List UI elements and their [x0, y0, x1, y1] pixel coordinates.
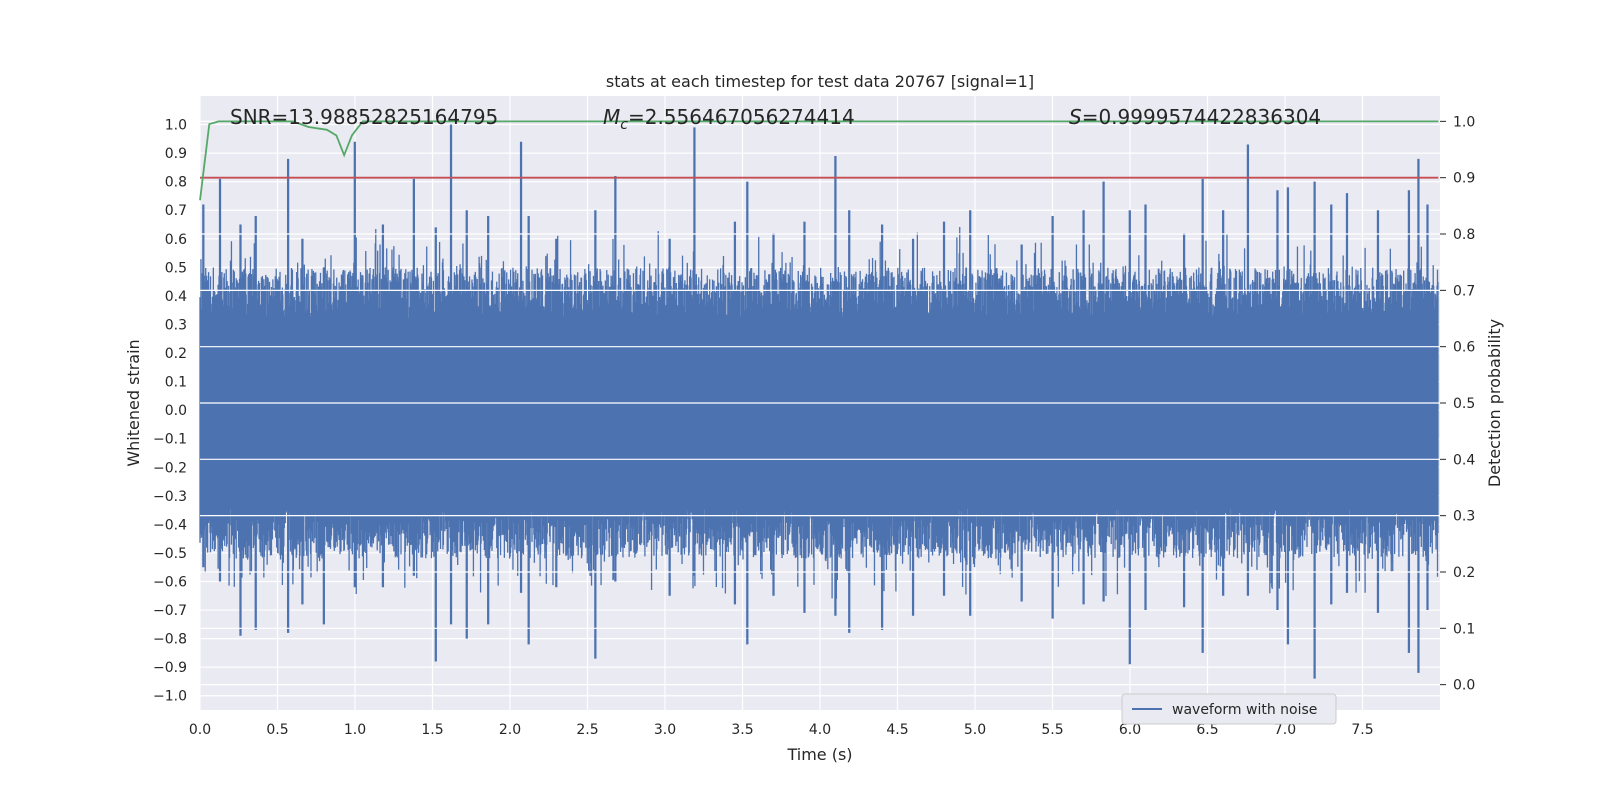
x-tick-label: 5.5 — [1041, 722, 1063, 738]
y-tick-label: 0.7 — [165, 203, 187, 219]
y-tick-label: −0.4 — [153, 517, 187, 533]
y-tick-label: −0.9 — [153, 660, 187, 676]
y-tick-label: −0.5 — [153, 546, 187, 562]
x-tick-label: 1.5 — [421, 722, 443, 738]
y-tick-label: 0.5 — [165, 260, 187, 276]
y2-tick-label: 0.3 — [1453, 509, 1475, 525]
legend-label: waveform with noise — [1172, 702, 1317, 718]
y2-tick-label: 0.8 — [1453, 227, 1475, 243]
x-tick-label: 1.0 — [344, 722, 366, 738]
x-tick-label: 7.0 — [1274, 722, 1296, 738]
y-tick-label: −0.2 — [153, 460, 187, 476]
y-tick-label: 0.4 — [165, 289, 187, 305]
y2-axis-label: Detection probability — [1485, 319, 1504, 487]
y2-tick-label: 0.6 — [1453, 340, 1475, 356]
y-tick-label: −1.0 — [153, 689, 187, 705]
detection-probability-line — [199, 120, 1439, 201]
chirp-mass-symbol: M — [603, 105, 620, 129]
y2-tick-label: 0.7 — [1453, 283, 1475, 299]
x-tick-label: 0.5 — [266, 722, 288, 738]
y2-tick-label: 0.5 — [1453, 396, 1475, 412]
x-tick-label: 3.5 — [731, 722, 753, 738]
snr-annotation: SNR=13.98852825164795 — [230, 105, 498, 129]
x-tick-label: 4.0 — [809, 722, 831, 738]
y2-tick-label: 0.2 — [1453, 565, 1475, 581]
legend: waveform with noise — [1121, 693, 1337, 725]
chirp-mass-annotation: Mc=2.556467056274414 — [603, 105, 855, 133]
chirp-mass-value: =2.556467056274414 — [628, 105, 855, 129]
y-axis-ticks: 1.0 0.9 0.8 0.7 0.6 0.5 0.4 0.3 0.2 0.1 0.0 −0.1 −0.… — [153, 118, 187, 705]
y2-tick-label: 1.0 — [1453, 114, 1475, 130]
series-layer — [199, 120, 1440, 686]
x-tick-label: 6.5 — [1196, 722, 1218, 738]
y2-tick-label: 0.4 — [1453, 452, 1475, 468]
significance-value: =0.9999574422836304 — [1082, 105, 1321, 129]
y2-tick-label: 0.1 — [1453, 621, 1475, 637]
x-axis-ticks: 0.0 0.5 1.0 1.5 2.0 2.5 3.0 3.5 4.0 4.5 5.0 5.5 6.0 6… — [189, 722, 1374, 738]
y-axis-label: Whitened strain — [124, 339, 143, 466]
y2-tick-label: 0.9 — [1453, 171, 1475, 187]
chart-title: stats at each timestep for test data 207… — [606, 72, 1034, 91]
x-tick-label: 7.5 — [1351, 722, 1373, 738]
x-tick-label: 2.0 — [499, 722, 521, 738]
x-tick-label: 5.0 — [964, 722, 986, 738]
y-tick-label: −0.6 — [153, 574, 187, 590]
y-tick-label: −0.3 — [153, 489, 187, 505]
y-tick-label: 0.2 — [165, 346, 187, 362]
x-tick-label: 3.0 — [654, 722, 676, 738]
x-axis-label: Time (s) — [786, 745, 852, 764]
x-tick-label: 6.0 — [1119, 722, 1141, 738]
y-tick-label: 0.6 — [165, 232, 187, 248]
y-tick-label: 0.9 — [165, 146, 187, 162]
y2-tick-label: 0.0 — [1453, 678, 1475, 694]
y-tick-label: −0.8 — [153, 632, 187, 648]
significance-symbol: S — [1069, 105, 1082, 129]
legend-box — [1121, 693, 1337, 725]
y-tick-label: 0.3 — [165, 317, 187, 333]
y-tick-label: −0.7 — [153, 603, 187, 619]
y-tick-label: −0.1 — [153, 432, 187, 448]
y-tick-label: 0.0 — [165, 403, 187, 419]
x-tick-label: 4.5 — [886, 722, 908, 738]
y-tick-label: 0.8 — [165, 175, 187, 191]
significance-annotation: S=0.9999574422836304 — [1069, 105, 1321, 129]
x-tick-label: 0.0 — [189, 722, 211, 738]
y-tick-label: 1.0 — [165, 118, 187, 134]
waveform-core-band — [200, 330, 1439, 496]
y2-axis-ticks: 1.0 0.9 0.8 0.7 0.6 0.5 0.4 0.3 0.2 0.1 0.0 — [1440, 114, 1475, 694]
x-tick-label: 2.5 — [576, 722, 598, 738]
chirp-mass-subscript: c — [620, 117, 628, 133]
y-tick-label: 0.1 — [165, 375, 187, 391]
